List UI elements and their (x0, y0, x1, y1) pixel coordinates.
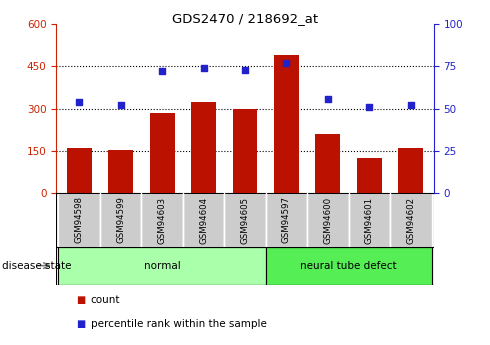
Bar (58, 193, 100, 247)
Point (366, 104, 373, 110)
Text: GSM94604: GSM94604 (199, 196, 208, 244)
Point (283, 60, 291, 66)
Text: count: count (91, 295, 120, 305)
Text: GSM94597: GSM94597 (282, 196, 291, 244)
Bar (390, 193, 432, 247)
Bar (149, 113, 174, 193)
Text: GSM94599: GSM94599 (116, 197, 125, 243)
Text: GSM94600: GSM94600 (323, 196, 332, 244)
Point (117, 102, 124, 108)
Point (241, 67, 249, 72)
Bar (266, 193, 307, 247)
Bar (316, 134, 341, 193)
Bar (108, 150, 133, 193)
Bar (58, 247, 266, 285)
Bar (141, 193, 183, 247)
Bar (307, 193, 349, 247)
Point (158, 69, 166, 74)
Text: ■: ■ (76, 319, 85, 329)
Text: GSM94605: GSM94605 (241, 196, 249, 244)
Point (75, 99, 83, 105)
Bar (349, 193, 390, 247)
Bar (357, 158, 382, 193)
Text: GDS2470 / 218692_at: GDS2470 / 218692_at (172, 12, 318, 25)
Text: GSM94603: GSM94603 (158, 196, 167, 244)
Bar (183, 193, 224, 247)
Text: normal: normal (144, 261, 180, 270)
Text: GSM94598: GSM94598 (74, 196, 84, 244)
Bar (67, 148, 92, 193)
Bar (274, 55, 299, 193)
Bar (224, 193, 266, 247)
Point (407, 102, 415, 108)
Bar (191, 102, 216, 193)
Bar (266, 247, 432, 285)
Text: GSM94602: GSM94602 (406, 196, 416, 244)
Point (324, 96, 332, 101)
Text: ■: ■ (76, 295, 85, 305)
Point (199, 65, 207, 71)
Bar (233, 109, 257, 193)
Text: neural tube defect: neural tube defect (300, 261, 397, 270)
Bar (100, 193, 141, 247)
Bar (398, 148, 423, 193)
Text: disease state: disease state (2, 261, 72, 270)
Text: GSM94601: GSM94601 (365, 196, 374, 244)
Text: percentile rank within the sample: percentile rank within the sample (91, 319, 267, 329)
